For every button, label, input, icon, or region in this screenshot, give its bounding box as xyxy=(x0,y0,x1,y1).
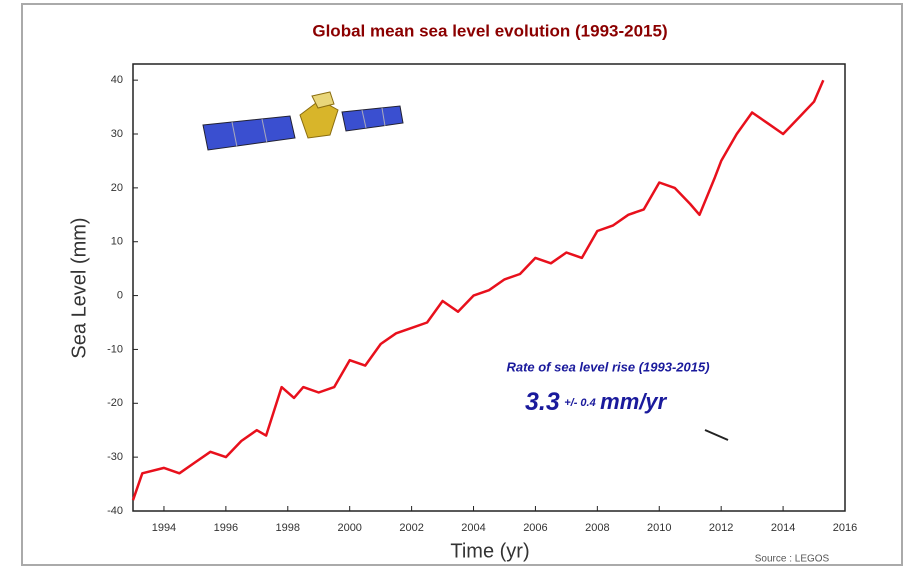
x-tick-label: 1996 xyxy=(214,522,238,534)
y-axis-label: Sea Level (mm) xyxy=(68,217,90,358)
x-tick-label: 2012 xyxy=(709,522,733,534)
uncertainty: +/- 0.4 xyxy=(564,397,596,409)
y-tick-label: -10 xyxy=(107,343,123,355)
y-tick-label: 30 xyxy=(111,128,123,140)
x-axis-label: Time (yr) xyxy=(450,540,529,562)
satellite-icon xyxy=(202,91,404,151)
plot-frame xyxy=(132,63,846,512)
y-tick-label: -20 xyxy=(107,397,123,409)
x-tick-label: 2016 xyxy=(833,522,857,534)
rate: 3.3 xyxy=(525,388,560,416)
unit: mm/yr xyxy=(600,389,667,414)
x-tick-label: 2010 xyxy=(647,522,671,534)
x-tick-label: 2006 xyxy=(523,522,547,534)
y-tick-label: -30 xyxy=(107,451,123,463)
x-tick-label: 2004 xyxy=(461,522,485,534)
rate-annotation: 3.3 +/- 0.4 mm/yr xyxy=(525,388,668,416)
y-tick-label: 20 xyxy=(111,182,123,194)
x-tick-label: 1994 xyxy=(152,522,176,534)
source: Source : LEGOS xyxy=(755,554,830,565)
chart-title: Global mean sea level evolution (1993-20… xyxy=(312,21,667,40)
x-tick-label: 2000 xyxy=(337,522,361,534)
data-line xyxy=(131,79,825,501)
x-tick-label: 1998 xyxy=(276,522,300,534)
x-tick-label: 2014 xyxy=(771,522,795,534)
outer-frame xyxy=(21,3,903,566)
y-tick-label: 0 xyxy=(117,289,123,301)
x-tick-label: 2008 xyxy=(585,522,609,534)
y-tick-label: 10 xyxy=(111,236,123,248)
y-tick-label: 40 xyxy=(111,74,123,86)
annotation: Rate of sea level rise (1993-2015) xyxy=(506,359,709,374)
y-tick-label: -40 xyxy=(107,505,123,517)
pointer xyxy=(704,429,729,441)
x-tick-label: 2002 xyxy=(399,522,423,534)
